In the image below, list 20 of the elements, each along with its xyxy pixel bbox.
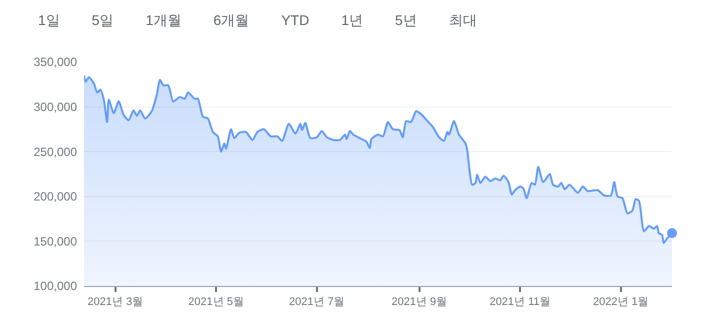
text: 6개월 [213,12,250,30]
text: 최대 [448,12,477,30]
y-tick-label: 150,000 [34,234,78,248]
x-tick-label: 2022년 1월 [592,296,649,308]
text: 1일 [38,12,60,30]
x-tick-label: 2021년 5월 [188,296,244,308]
y-tick-label: 100,000 [34,279,78,294]
text: 5년 [394,12,417,30]
y-tick-label: 250,000 [34,144,78,159]
text: 5일 [92,12,114,30]
x-tick-label: 2021년 11월 [490,296,551,308]
x-tick-label: 2021년 7월 [289,296,345,308]
text: YTD [281,12,310,30]
text: 1개월 [146,12,182,30]
y-tick-label: 350,000 [34,55,78,70]
x-tick-label: 2021년 9월 [391,296,448,308]
text: 1년 [341,12,363,30]
y-tick-label: 300,000 [34,100,78,114]
y-tick-label: 200,000 [34,190,78,204]
x-tick-label: 2021년 3월 [88,296,144,308]
